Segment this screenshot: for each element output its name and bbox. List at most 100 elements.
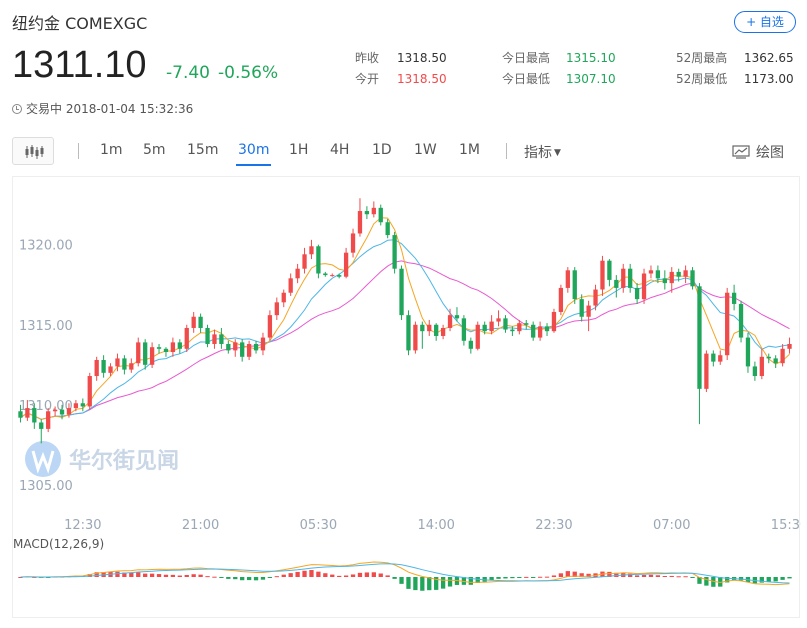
candle-body: [461, 318, 467, 341]
candle-body: [399, 268, 404, 316]
candle: [745, 332, 751, 373]
period-1d[interactable]: 1D: [372, 142, 392, 158]
chart-type-button[interactable]: [12, 137, 54, 165]
chart-area[interactable]: 华尔街见闻 1305.00 1310.00 1315.00 1320.00 12:30 21…: [12, 176, 807, 619]
add-watchlist-button[interactable]: + 自选: [734, 11, 796, 33]
candle: [621, 263, 626, 293]
candle-body: [725, 292, 730, 356]
candle: [607, 259, 612, 287]
candle: [600, 255, 605, 296]
candle: [226, 340, 231, 354]
macd-bar: [669, 575, 674, 577]
period-5m[interactable]: 5m: [143, 142, 166, 158]
candle-body: [531, 324, 536, 338]
candle: [420, 321, 425, 349]
macd-bar: [641, 575, 647, 577]
candle: [579, 294, 584, 322]
macd-bar: [205, 576, 210, 578]
candle: [496, 310, 501, 327]
candle-body: [52, 409, 58, 412]
candle-body: [274, 302, 279, 316]
macd-bar: [614, 572, 619, 577]
candle: [25, 400, 30, 421]
macd-bar: [420, 577, 425, 591]
ma5-line: [20, 217, 790, 420]
macd-bar: [607, 571, 612, 577]
candle-body: [454, 315, 460, 319]
candle-body: [205, 327, 210, 344]
caret-down-icon: ▼: [554, 148, 561, 158]
candle: [52, 406, 58, 417]
macd-bar: [655, 575, 661, 577]
indicator-dropdown[interactable]: 指标 ▼: [524, 142, 561, 162]
candle-body: [489, 321, 494, 332]
macd-bar: [115, 571, 120, 577]
period-1w[interactable]: 1W: [414, 142, 437, 158]
macd-bar: [302, 570, 307, 577]
candle-body: [392, 235, 397, 269]
x-tick-label: 12:30: [64, 518, 101, 533]
macd-bar: [149, 573, 155, 577]
candle: [337, 273, 342, 279]
macd-bar: [558, 573, 564, 577]
candle: [475, 321, 480, 351]
candle-body: [537, 326, 543, 338]
candle: [517, 319, 522, 335]
candle: [364, 206, 370, 220]
period-15m[interactable]: 15m: [187, 142, 219, 158]
macd-bar: [697, 577, 702, 584]
candle: [718, 350, 723, 365]
macd-dif-line: [20, 561, 790, 586]
candle: [101, 355, 106, 378]
candle: [461, 315, 467, 346]
candle: [66, 403, 72, 418]
candle-body: [704, 353, 709, 389]
candle: [704, 350, 709, 393]
macd-bar: [191, 574, 196, 577]
instrument-title: 纽约金 COMEXGC: [12, 14, 148, 33]
candle: [246, 340, 252, 361]
candle: [80, 398, 85, 412]
candle: [738, 300, 744, 343]
macd-bar: [517, 577, 522, 578]
draw-chart-icon: [732, 145, 750, 159]
draw-button[interactable]: 绘图: [732, 142, 784, 162]
macd-bar: [177, 575, 182, 577]
candle: [482, 321, 487, 335]
stat-value: 1315.10: [566, 51, 616, 65]
candle: [655, 265, 661, 284]
candle-body: [357, 211, 363, 234]
period-4h[interactable]: 4H: [330, 142, 350, 158]
macd-bar: [385, 575, 390, 577]
candle-body: [385, 222, 390, 236]
x-tick-label: 22:30: [535, 518, 572, 533]
period-1mo[interactable]: 1M: [459, 142, 480, 158]
macd-bar: [510, 577, 515, 579]
candle-body: [364, 211, 370, 215]
macd-bar: [219, 577, 224, 578]
stat-day-high: 今日最高 1315.10: [502, 49, 616, 66]
macd-bar: [787, 577, 792, 579]
candle: [434, 323, 439, 341]
period-30m[interactable]: 30m: [235, 142, 272, 166]
period-1m[interactable]: 1m: [100, 142, 123, 158]
candle: [156, 343, 162, 354]
candle: [683, 265, 688, 284]
candle-body: [198, 316, 203, 328]
candle-body: [669, 271, 674, 284]
macd-bar: [690, 577, 695, 578]
macd-bar: [274, 576, 279, 578]
macd-bar: [240, 577, 245, 581]
candle-body: [108, 366, 113, 373]
candle-body: [690, 270, 695, 287]
toolbar-divider: [78, 143, 79, 159]
candle: [489, 315, 494, 335]
candle: [295, 263, 300, 284]
candle: [350, 228, 356, 258]
macd-bar: [399, 577, 404, 584]
period-1h[interactable]: 1H: [289, 142, 309, 158]
macd-bar: [122, 572, 127, 577]
macd-bar: [461, 577, 467, 585]
candle: [544, 323, 550, 336]
